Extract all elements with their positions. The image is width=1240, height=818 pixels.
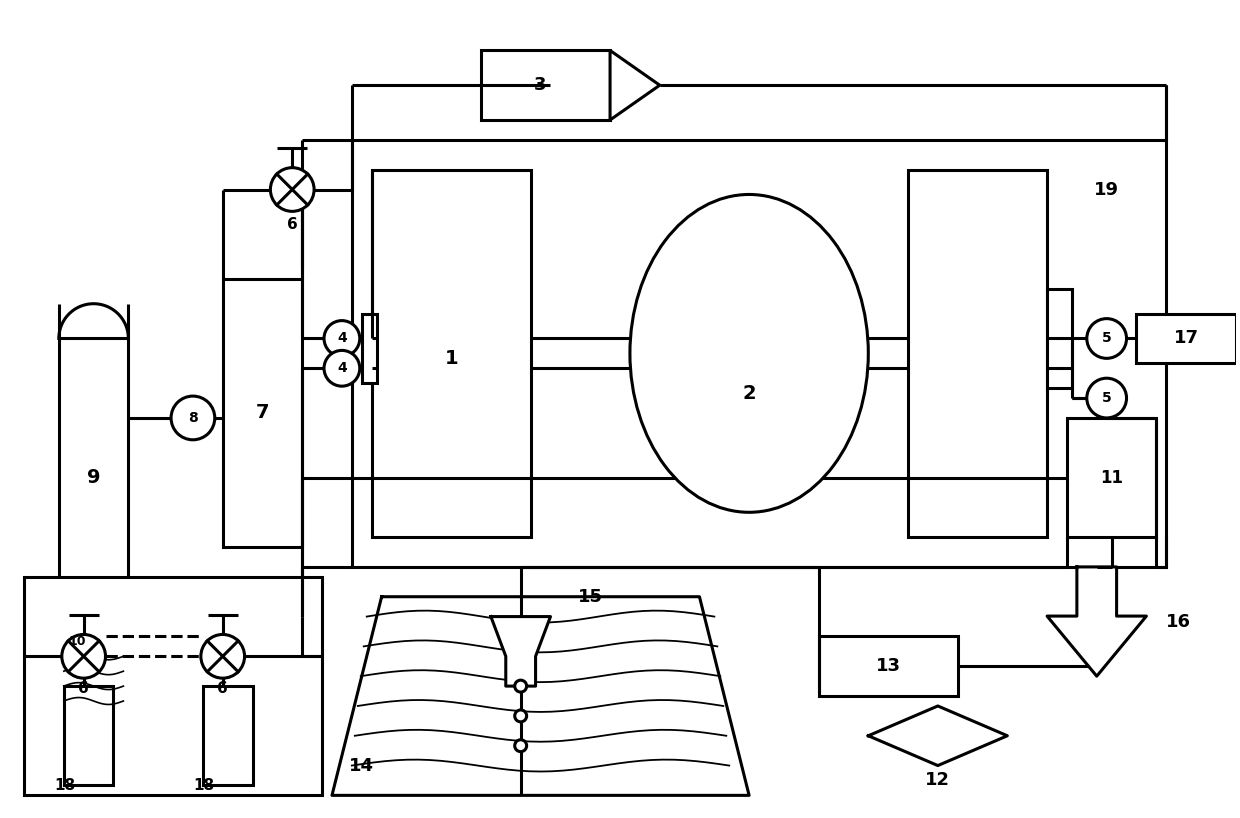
Bar <box>481 51 610 120</box>
Circle shape <box>171 396 215 440</box>
Text: 6: 6 <box>78 681 89 695</box>
Text: 8: 8 <box>188 411 198 425</box>
Circle shape <box>270 168 314 211</box>
Text: 16: 16 <box>1167 613 1192 631</box>
Polygon shape <box>610 51 660 120</box>
Polygon shape <box>868 706 1007 766</box>
Text: 14: 14 <box>350 757 374 775</box>
Bar <box>352 140 1167 567</box>
Bar <box>372 169 531 537</box>
Ellipse shape <box>630 195 868 512</box>
Text: 12: 12 <box>925 771 950 789</box>
Text: 15: 15 <box>578 587 603 605</box>
Text: 6: 6 <box>217 681 228 695</box>
Bar <box>24 577 322 795</box>
Text: 9: 9 <box>87 468 100 487</box>
Text: 18: 18 <box>193 778 215 793</box>
Text: 7: 7 <box>255 403 269 422</box>
Text: 5: 5 <box>1102 331 1111 345</box>
Bar <box>908 169 1047 537</box>
Text: 11: 11 <box>1100 469 1123 487</box>
Circle shape <box>324 321 360 357</box>
Polygon shape <box>1047 567 1147 676</box>
Bar <box>1066 418 1157 537</box>
Text: 17: 17 <box>1173 330 1199 348</box>
Bar <box>63 686 114 785</box>
Circle shape <box>62 635 105 678</box>
Polygon shape <box>332 596 749 795</box>
Text: 4: 4 <box>337 362 347 375</box>
Circle shape <box>324 350 360 386</box>
Circle shape <box>515 680 527 692</box>
Text: 2: 2 <box>743 384 756 402</box>
Text: 1: 1 <box>444 348 458 368</box>
Text: 4: 4 <box>337 331 347 345</box>
Text: 13: 13 <box>875 657 900 675</box>
Text: 18: 18 <box>53 778 74 793</box>
Bar <box>203 686 253 785</box>
Bar <box>58 339 129 617</box>
Bar <box>1137 313 1236 363</box>
Text: 3: 3 <box>534 76 547 94</box>
Text: 6: 6 <box>286 217 298 231</box>
Text: 19: 19 <box>1094 181 1120 199</box>
Circle shape <box>515 739 527 752</box>
Circle shape <box>1086 378 1126 418</box>
Text: 10: 10 <box>68 635 87 648</box>
Bar <box>223 279 303 547</box>
Bar <box>818 636 957 696</box>
Bar <box>362 313 377 383</box>
Circle shape <box>1086 319 1126 358</box>
Bar <box>1047 289 1071 389</box>
Text: 5: 5 <box>1102 391 1111 405</box>
Circle shape <box>201 635 244 678</box>
Circle shape <box>515 710 527 721</box>
Bar <box>58 627 129 716</box>
Polygon shape <box>491 617 551 686</box>
